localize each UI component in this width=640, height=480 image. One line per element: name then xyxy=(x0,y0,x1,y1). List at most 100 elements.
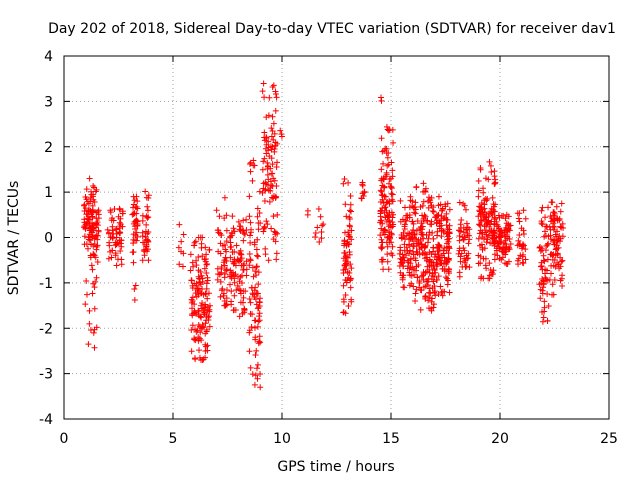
data-point xyxy=(520,260,527,267)
data-point xyxy=(347,201,354,208)
data-point xyxy=(246,296,253,303)
data-point xyxy=(228,269,235,276)
data-point xyxy=(142,188,149,195)
data-point xyxy=(197,268,204,275)
data-point xyxy=(83,277,90,284)
data-point xyxy=(477,260,484,267)
data-point xyxy=(552,252,559,259)
data-point xyxy=(236,286,243,293)
data-point xyxy=(277,127,284,134)
data-point xyxy=(131,197,138,204)
data-point xyxy=(221,194,228,201)
data-point xyxy=(348,298,355,305)
data-point xyxy=(260,158,267,165)
data-point xyxy=(408,272,415,279)
data-point xyxy=(539,204,546,211)
data-point xyxy=(270,195,277,202)
data-point xyxy=(133,210,140,217)
data-point xyxy=(475,235,482,242)
data-point xyxy=(269,113,276,120)
data-point xyxy=(401,221,408,228)
data-point xyxy=(240,237,247,244)
data-point xyxy=(544,241,551,248)
data-point xyxy=(539,287,546,294)
data-point xyxy=(133,229,140,236)
data-point xyxy=(413,248,420,255)
data-point xyxy=(378,217,385,224)
data-point xyxy=(254,252,261,259)
data-point xyxy=(361,188,368,195)
data-point xyxy=(404,265,411,272)
data-point xyxy=(264,165,271,172)
data-point xyxy=(557,208,564,215)
data-point xyxy=(346,269,353,276)
data-point xyxy=(551,236,558,243)
data-point xyxy=(89,290,96,297)
data-point xyxy=(228,243,235,250)
data-point xyxy=(251,381,258,388)
data-point xyxy=(387,175,394,182)
grid-lines xyxy=(64,56,609,419)
data-point xyxy=(443,210,450,217)
data-point xyxy=(430,235,437,242)
data-point xyxy=(517,252,524,259)
data-point xyxy=(413,183,420,190)
data-point xyxy=(426,285,433,292)
data-point xyxy=(406,247,413,254)
data-point xyxy=(347,284,354,291)
data-point xyxy=(542,276,549,283)
data-point xyxy=(113,241,120,248)
data-point xyxy=(256,310,263,317)
data-point xyxy=(93,274,100,281)
data-point xyxy=(111,206,118,213)
data-point xyxy=(442,203,449,210)
data-point xyxy=(87,326,94,333)
data-point xyxy=(254,253,261,260)
data-point xyxy=(132,226,139,233)
data-point xyxy=(249,264,256,271)
data-point xyxy=(436,242,443,249)
data-point xyxy=(438,259,445,266)
data-point xyxy=(465,240,472,247)
data-point xyxy=(236,258,243,265)
y-tick-label: 3 xyxy=(44,94,53,110)
data-point xyxy=(410,227,417,234)
data-point xyxy=(348,265,355,272)
data-point xyxy=(482,255,489,262)
data-point xyxy=(263,134,270,141)
data-point xyxy=(480,275,487,282)
data-point xyxy=(261,198,268,205)
data-point xyxy=(143,221,150,228)
data-point xyxy=(240,227,247,234)
data-point xyxy=(266,94,273,101)
data-point xyxy=(537,263,544,270)
data-point xyxy=(486,272,493,279)
data-point xyxy=(304,211,311,218)
data-point xyxy=(407,256,414,263)
data-point xyxy=(271,145,278,152)
data-point xyxy=(89,266,96,273)
data-point xyxy=(464,255,471,262)
data-point xyxy=(236,313,243,320)
data-point xyxy=(342,201,349,208)
data-point xyxy=(489,235,496,242)
data-point xyxy=(475,187,482,194)
data-point xyxy=(346,207,353,214)
data-point xyxy=(520,227,527,234)
data-point xyxy=(252,372,259,379)
data-point xyxy=(428,202,435,209)
data-point xyxy=(178,238,185,245)
data-point xyxy=(388,231,395,238)
data-point xyxy=(268,125,275,132)
y-tick-label: -2 xyxy=(39,321,53,337)
data-point xyxy=(422,213,429,220)
data-point xyxy=(203,280,210,287)
data-point xyxy=(432,251,439,258)
data-point xyxy=(254,375,261,382)
data-point xyxy=(423,257,430,264)
data-point xyxy=(250,273,257,280)
data-point xyxy=(411,231,418,238)
data-point xyxy=(141,252,148,259)
data-point xyxy=(430,304,437,311)
data-point xyxy=(557,254,564,261)
